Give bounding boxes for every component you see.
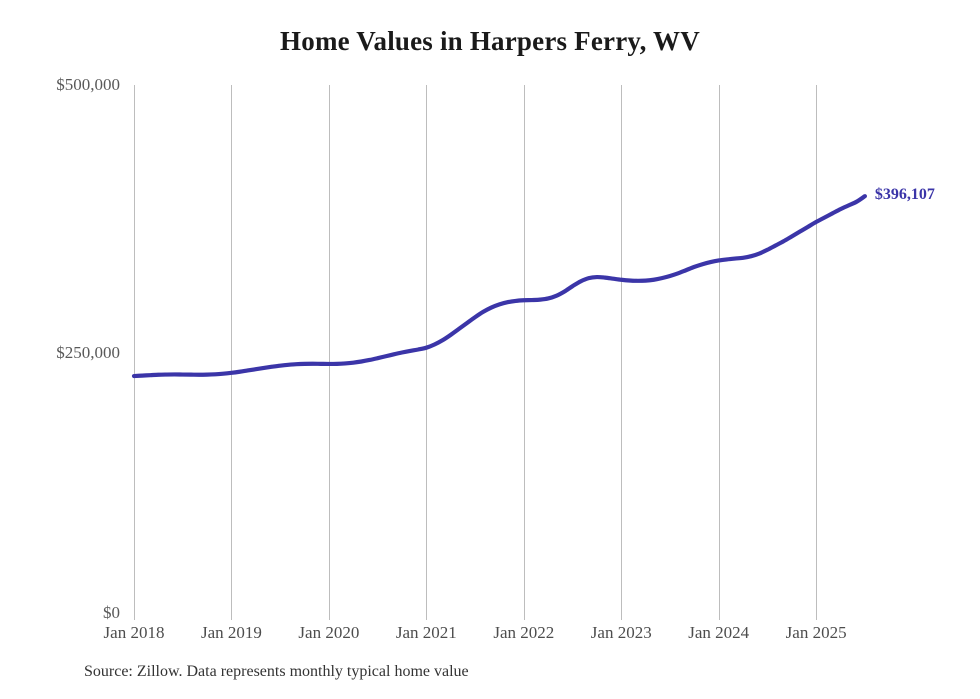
x-tick-label-jan-2021: Jan 2021 <box>395 623 457 642</box>
x-tick-label-jan-2025: Jan 2025 <box>785 623 847 642</box>
x-tick-label-jan-2020: Jan 2020 <box>298 623 360 642</box>
data-line-series <box>131 194 867 379</box>
y-tick-label-0: $500,000 <box>56 75 120 94</box>
y-tick-label-1: $250,000 <box>56 342 120 362</box>
x-tick-label-jan-2022: Jan 2022 <box>493 623 555 642</box>
chart-title: Home Values in Harpers Ferry, WV <box>280 26 700 56</box>
x-tick-label-jan-2018: Jan 2018 <box>103 623 165 642</box>
x-tick-label-jan-2019: Jan 2019 <box>200 623 262 642</box>
y-tick-label-2: $0 <box>103 603 120 622</box>
series-line-typical-home-value <box>131 194 867 379</box>
gridlines <box>134 85 817 620</box>
x-tick-label-jan-2024: Jan 2024 <box>688 623 750 642</box>
x-tick-label-jan-2023: Jan 2023 <box>590 623 652 642</box>
source-note: Source: Zillow. Data represents monthly … <box>84 663 469 680</box>
end-value-annotation: $396,107 <box>874 186 935 204</box>
